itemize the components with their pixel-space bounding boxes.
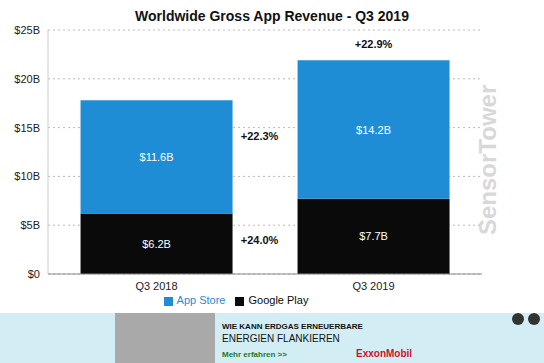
html-text:Google Play: Google Play [248, 294, 309, 306]
html-text:ENERGIEN FLANKIEREN: ENERGIEN FLANKIEREN [222, 333, 340, 344]
svg-text:$11.6B: $11.6B [140, 151, 174, 163]
html-text:WIE KANN ERDGAS ERNEUERBARE: WIE KANN ERDGAS ERNEUERBARE [222, 322, 363, 331]
svg-text:$0: $0 [28, 268, 40, 280]
html-text:App Store: App Store [176, 294, 226, 306]
svg-text:$14.2B: $14.2B [356, 124, 391, 136]
svg-text:$15B: $15B [14, 122, 40, 134]
svg-text:+22.3%: +22.3% [241, 130, 279, 142]
svg-text:$6.2B: $6.2B [142, 238, 171, 250]
svg-text:Q3 2018: Q3 2018 [135, 280, 177, 292]
svg-text:+24.0%: +24.0% [241, 234, 279, 246]
svg-text:Q3 2019: Q3 2019 [352, 280, 394, 292]
html-text:Worldwide Gross App Revenue -: Worldwide Gross App Revenue - Q3 2019 [135, 8, 409, 24]
svg-text:$5B: $5B [20, 219, 40, 231]
svg-text:$10B: $10B [14, 170, 40, 182]
svg-text:$20B: $20B [14, 73, 40, 85]
svg-text:$7.7B: $7.7B [359, 230, 388, 242]
html-text:Mehr erfahren >>: Mehr erfahren >> [222, 350, 287, 359]
svg-text:+22.9%: +22.9% [355, 38, 393, 50]
svg-text:$25B: $25B [14, 24, 40, 36]
html-text:SensorTower: SensorTower [474, 84, 501, 235]
html-text:ExxonMobil: ExxonMobil [356, 348, 413, 359]
